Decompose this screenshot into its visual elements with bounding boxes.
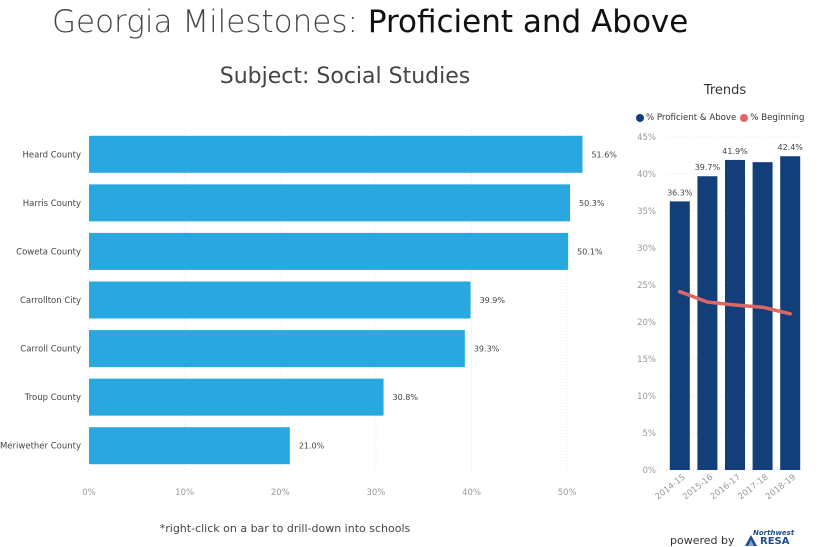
legend-item-proficient[interactable]: % Proficient & Above bbox=[636, 113, 736, 123]
bar-value-label: 50.3% bbox=[579, 199, 605, 208]
bar-value-label: 51.6% bbox=[591, 150, 617, 159]
page-title: Georgia Milestones: Proficient and Above bbox=[52, 4, 688, 40]
beginning-trend-point bbox=[733, 303, 737, 307]
trend-label-bg bbox=[720, 145, 750, 156]
trend-bar-value-label: 41.9% bbox=[722, 147, 748, 156]
x-tick-label: 40% bbox=[462, 488, 481, 498]
logo-text-top: Northwest bbox=[753, 529, 795, 537]
y-tick-label: 20% bbox=[637, 318, 656, 328]
trends-legend: % Proficient & Above % Beginning bbox=[636, 111, 808, 125]
y-tick-label: 5% bbox=[643, 429, 657, 439]
trend-bar-2017-18[interactable] bbox=[752, 162, 773, 470]
legend-item-beginning[interactable]: % Beginning bbox=[740, 113, 804, 123]
chart-subtitle: Subject: Social Studies bbox=[219, 64, 471, 89]
x-tick-label: 0% bbox=[82, 488, 96, 498]
bar-carroll-county[interactable] bbox=[89, 330, 465, 368]
logo-mark-icon bbox=[745, 535, 757, 546]
trend-x-tick-label: 2017-18 bbox=[736, 472, 770, 502]
beginning-trend-line[interactable] bbox=[678, 289, 792, 316]
x-tick-label: 30% bbox=[366, 488, 385, 498]
y-tick-label: 30% bbox=[637, 244, 656, 254]
legend-label-beginning: % Beginning bbox=[750, 113, 805, 123]
trend-bar-2016-17[interactable] bbox=[725, 159, 745, 470]
powered-by-text: powered by bbox=[670, 534, 735, 547]
category-label: Troup County bbox=[24, 393, 81, 403]
trend-x-tick-label: 2014-15 bbox=[654, 472, 688, 502]
bar-heard-county[interactable] bbox=[89, 135, 583, 173]
legend-dot-proficient bbox=[636, 114, 644, 122]
bar-coweta-county[interactable] bbox=[89, 232, 569, 270]
beginning-trend-point bbox=[788, 312, 792, 316]
y-tick-label: 35% bbox=[637, 207, 656, 217]
trend-label-bg bbox=[664, 187, 695, 198]
bar-value-label: 39.9% bbox=[480, 296, 506, 305]
drill-down-footnote: *right-click on a bar to drill-down into… bbox=[159, 522, 411, 535]
bar-troup-county[interactable] bbox=[89, 378, 384, 416]
trend-bar-2015-16[interactable] bbox=[697, 176, 718, 470]
county-bar-chart: 0% 10% 20% 30% 40% 50% Heard County 51.6% Harris… bbox=[0, 130, 617, 498]
logo-text-bottom: RESA bbox=[760, 536, 790, 547]
legend-dot-beginning bbox=[740, 114, 749, 122]
page-title-emphasis: Proficient and Above bbox=[367, 4, 689, 40]
category-label: Carrollton City bbox=[20, 296, 81, 306]
legend-label-proficient: % Proficient & Above bbox=[646, 113, 737, 123]
category-label: Heard County bbox=[22, 150, 81, 160]
x-tick-label: 10% bbox=[175, 488, 194, 498]
y-tick-label: 10% bbox=[637, 392, 656, 402]
bar-value-label: 30.8% bbox=[393, 393, 419, 402]
y-tick-label: 25% bbox=[637, 281, 656, 291]
trends-title: Trends bbox=[703, 83, 747, 98]
trend-bar-2018-19[interactable] bbox=[780, 156, 801, 471]
beginning-trend-point bbox=[705, 300, 709, 304]
beginning-trend-point bbox=[761, 305, 765, 309]
bar-value-label: 21.0% bbox=[299, 442, 325, 451]
x-tick-label: 50% bbox=[558, 488, 577, 498]
y-tick-label: 15% bbox=[637, 355, 656, 365]
beginning-trend-point bbox=[678, 290, 682, 294]
category-label: Coweta County bbox=[16, 247, 81, 257]
category-label: Harris County bbox=[23, 199, 81, 209]
y-tick-label: 45% bbox=[637, 133, 656, 143]
trend-x-tick-label: 2018-19 bbox=[764, 472, 798, 502]
bar-harris-county[interactable] bbox=[89, 184, 571, 222]
northwest-resa-logo: Northwest RESA bbox=[744, 529, 800, 547]
trend-bar-value-label: 36.3% bbox=[667, 188, 693, 197]
trend-x-tick-label: 2015-16 bbox=[681, 472, 715, 502]
bar-value-label: 50.1% bbox=[577, 247, 603, 256]
trend-bar-value-label: 39.7% bbox=[695, 163, 721, 172]
trend-x-tick-label: 2016-17 bbox=[709, 472, 743, 502]
category-label: Carroll County bbox=[20, 345, 81, 355]
trend-bar-value-label: 42.4% bbox=[777, 143, 803, 152]
trend-label-bg bbox=[692, 162, 723, 173]
y-tick-label: 40% bbox=[637, 170, 656, 180]
bar-carrollton-city[interactable] bbox=[89, 281, 471, 319]
page-title-lead: Georgia Milestones: bbox=[52, 4, 368, 40]
x-tick-label: 20% bbox=[271, 488, 290, 498]
bar-meriwether-county[interactable] bbox=[89, 427, 290, 465]
y-tick-label: 0% bbox=[643, 466, 657, 476]
trend-bar-2014-15[interactable] bbox=[669, 201, 690, 470]
bar-value-label: 39.3% bbox=[474, 345, 500, 354]
category-label: Meriwether County bbox=[0, 442, 81, 452]
trend-label-bg bbox=[775, 142, 806, 153]
